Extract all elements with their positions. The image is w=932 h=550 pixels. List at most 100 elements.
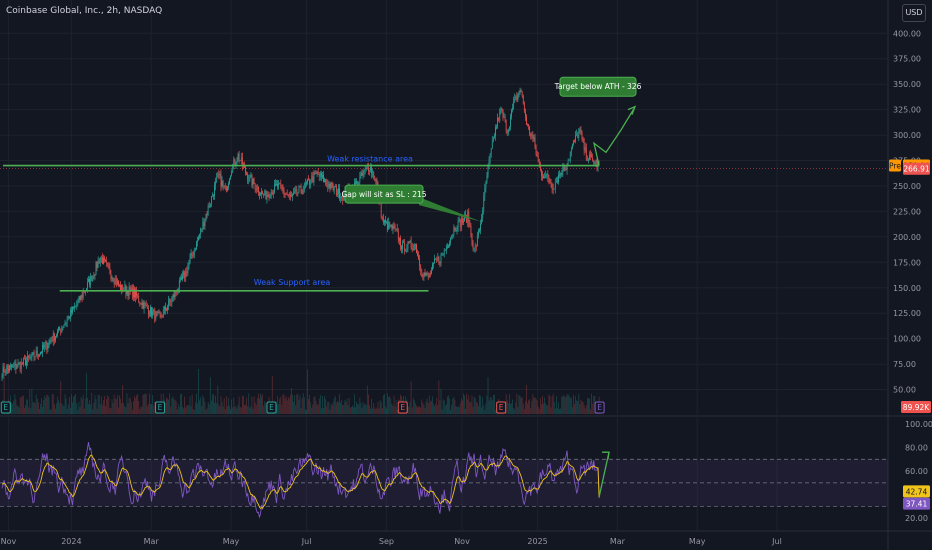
candle-body (454, 227, 456, 231)
volume-bar (532, 394, 534, 414)
volume-bar (147, 403, 149, 414)
candle-body (197, 240, 198, 242)
volume-bar (529, 399, 531, 414)
volume-bar (21, 395, 23, 414)
volume-bar (248, 393, 250, 414)
volume-bar (298, 399, 300, 414)
volume-bar (377, 401, 379, 414)
volume-bar (290, 394, 291, 414)
volume-bar (469, 401, 471, 414)
candle-body (488, 159, 490, 165)
volume-bar (436, 397, 438, 414)
earnings-marker[interactable] (496, 401, 507, 414)
candle-body (227, 186, 228, 192)
volume-bar (531, 401, 533, 414)
volume-bar (291, 388, 292, 414)
volume-bar (172, 396, 174, 414)
volume-bar (495, 409, 496, 414)
rsi-projection-arrow[interactable] (598, 452, 610, 498)
price-tick-label: 250.00 (893, 182, 921, 191)
candle-body (203, 221, 205, 227)
target-callout-box[interactable] (559, 76, 637, 97)
candle-body (27, 355, 29, 361)
volume-bar (44, 395, 46, 414)
candle-body (581, 131, 583, 140)
volume-bar (66, 409, 68, 414)
volume-bar (53, 403, 55, 414)
candle-body (287, 194, 289, 196)
currency-button[interactable]: USD (902, 4, 926, 22)
volume-bar (218, 404, 220, 414)
volume-bar (150, 404, 151, 414)
candle-body (281, 185, 283, 189)
volume-bar (103, 400, 104, 414)
volume-bar (281, 404, 283, 414)
price-tick-label: 300.00 (893, 131, 921, 140)
volume-bar (262, 394, 264, 414)
volume-bar (454, 399, 456, 414)
volume-bar (250, 406, 252, 414)
earnings-marker[interactable] (266, 401, 277, 414)
volume-bar (47, 394, 49, 414)
earnings-marker[interactable] (594, 401, 605, 414)
volume-bar (55, 408, 56, 414)
volume-bar (177, 403, 179, 414)
candle-body (500, 108, 502, 110)
candle-body (551, 184, 553, 189)
candle-body (464, 214, 465, 221)
candle-body (316, 171, 318, 174)
candle-body (476, 234, 478, 247)
volume-bar (300, 408, 302, 414)
earnings-marker[interactable] (154, 401, 165, 414)
last-price-tag-label: 266.91 (903, 165, 929, 174)
candle-body (268, 195, 270, 198)
volume-bar (479, 395, 480, 414)
volume-bar (351, 405, 353, 414)
volume-bar (373, 403, 375, 414)
candle-body (224, 186, 226, 188)
volume-bar (417, 407, 418, 414)
volume-bar (14, 394, 16, 414)
volume-bar (581, 401, 583, 414)
candle-body (187, 266, 189, 274)
candle-body (495, 127, 496, 137)
volume-bar (63, 406, 65, 414)
candle-body (559, 174, 560, 176)
volume-bar (372, 408, 374, 414)
candle-body (561, 173, 563, 176)
volume-bar (549, 395, 551, 414)
candle-body (45, 341, 47, 345)
price-tick-label: 100.00 (893, 335, 921, 344)
candle-body (151, 307, 152, 316)
volume-bar (337, 401, 338, 414)
volume-bar (221, 401, 223, 414)
volume-bar (465, 409, 466, 414)
candle-body (103, 257, 104, 264)
candle-body (548, 177, 550, 182)
volume-bar (489, 397, 491, 414)
volume-bar (329, 409, 331, 414)
volume-bar (137, 394, 139, 414)
volume-bar (506, 400, 508, 414)
volume-bar (565, 397, 567, 414)
volume-bar (31, 388, 33, 414)
earnings-marker[interactable] (0, 401, 11, 414)
candle-body (207, 205, 209, 215)
gap-callout-box[interactable] (344, 184, 424, 204)
candle-body (133, 288, 134, 298)
volume-bar (395, 400, 397, 414)
volume-bar (576, 400, 578, 414)
volume-bar (589, 398, 590, 414)
price-tick-label: 375.00 (893, 55, 921, 64)
projection-arrow[interactable] (592, 108, 635, 166)
volume-bar (28, 407, 30, 414)
earnings-marker[interactable] (397, 401, 408, 414)
candle-body (382, 217, 384, 224)
volume-bar (538, 409, 540, 414)
volume-bar (509, 394, 510, 414)
candle-body (357, 180, 359, 186)
volume-bar (342, 405, 344, 414)
volume-bar (346, 398, 348, 414)
candle-body (432, 263, 433, 270)
